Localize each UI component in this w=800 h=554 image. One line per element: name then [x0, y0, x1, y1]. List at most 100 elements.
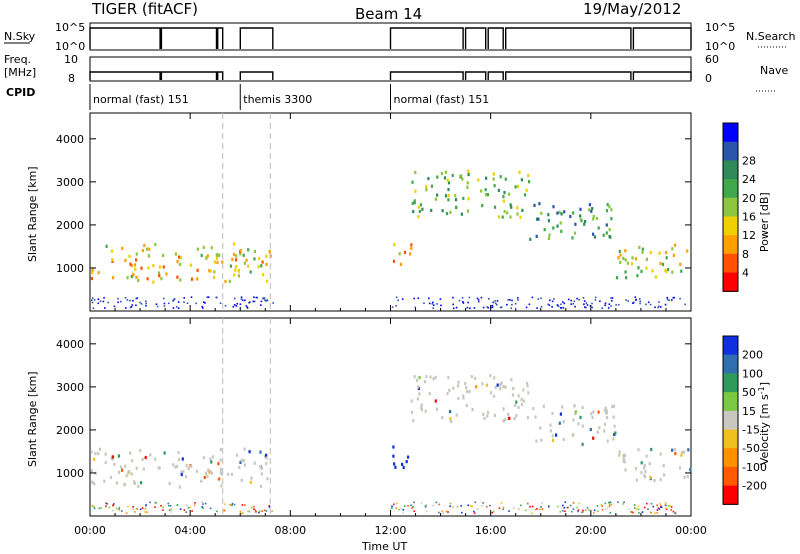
echo-cell — [172, 463, 175, 467]
ground-scatter-cell — [391, 306, 394, 308]
echo-cell — [119, 465, 122, 469]
echo-cell — [137, 279, 140, 283]
ground-scatter-cell — [527, 502, 529, 505]
ground-scatter-cell — [650, 502, 653, 505]
echo-cell — [239, 252, 242, 256]
echo-cell — [679, 262, 682, 266]
ground-scatter-cell — [232, 305, 235, 308]
echo-cell — [412, 419, 415, 423]
ground-scatter-cell — [179, 508, 182, 510]
echo-cell — [521, 208, 524, 212]
ground-scatter-cell — [539, 508, 541, 511]
ground-scatter-cell — [239, 510, 242, 513]
ground-scatter-cell — [141, 507, 144, 509]
echo-cell — [405, 460, 408, 464]
echo-cell — [185, 464, 188, 468]
ground-scatter-cell — [563, 506, 566, 509]
echo-cell — [219, 471, 222, 475]
ground-scatter-cell — [113, 503, 115, 505]
echo-cell — [216, 260, 219, 264]
echo-cell — [131, 459, 134, 463]
echo-cell — [645, 266, 648, 270]
echo-cell — [253, 257, 256, 261]
ground-scatter-cell — [401, 298, 404, 300]
ground-scatter-cell — [671, 299, 673, 301]
echo-cell — [417, 385, 420, 389]
echo-cell — [130, 264, 133, 268]
ground-scatter-cell — [233, 304, 236, 306]
echo-cell — [597, 410, 600, 414]
echo-cell — [516, 212, 519, 216]
ground-scatter-cell — [654, 306, 656, 309]
echo-cell — [418, 209, 421, 214]
echo-cell — [678, 466, 682, 470]
echo-cell — [443, 176, 447, 180]
echo-cell — [125, 474, 128, 478]
echo-cell — [581, 424, 584, 428]
echo-cell — [624, 468, 627, 472]
echo-cell — [499, 383, 502, 387]
ground-scatter-cell — [633, 504, 636, 506]
ground-scatter-cell — [494, 302, 497, 305]
ground-scatter-cell — [469, 307, 471, 310]
echo-cell — [689, 468, 692, 472]
colorbar-segment — [723, 197, 738, 217]
echo-cell — [410, 399, 413, 403]
ground-scatter-cell — [144, 511, 146, 513]
ground-scatter-cell — [637, 508, 640, 511]
colorbar-frame — [722, 335, 739, 505]
echo-cell — [665, 250, 668, 255]
echo-cell — [540, 438, 543, 442]
ground-scatter-cell — [491, 511, 494, 514]
echo-cell — [471, 408, 474, 412]
ground-scatter-cell — [449, 502, 452, 505]
echo-cell — [619, 253, 622, 257]
echo-cell — [117, 470, 121, 474]
colorbar-segment — [723, 216, 738, 236]
echo-cell — [239, 460, 242, 464]
colorbar-tick-label: 28 — [742, 154, 756, 167]
ground-scatter-cell — [452, 296, 454, 299]
ground-scatter-cell — [440, 304, 442, 307]
colorbar-tick-label: -15 — [742, 424, 760, 437]
velocity-panel: 1000 2000 3000 4000 Slant Range [km] 200 100 50… — [26, 317, 771, 517]
echo-cell — [622, 456, 625, 460]
freq-tick-top: 10 — [64, 53, 78, 66]
ground-scatter-cell — [216, 510, 218, 513]
echo-cell — [420, 408, 423, 412]
ground-scatter-cell — [564, 501, 567, 503]
echo-cell — [643, 464, 646, 468]
echo-cell — [493, 413, 496, 417]
echo-cell — [454, 194, 457, 198]
echo-cell — [174, 252, 177, 256]
ground-scatter-cell — [155, 303, 158, 305]
echo-cell — [436, 175, 439, 179]
echo-cell — [588, 208, 591, 212]
echo-cell — [236, 453, 239, 457]
echo-cell — [474, 376, 477, 380]
echo-cell — [447, 187, 450, 192]
echo-cell — [662, 464, 665, 468]
echo-cell — [243, 463, 246, 467]
echo-cell — [562, 437, 565, 441]
echo-cell — [538, 202, 541, 206]
nsky-label: N.Sky — [4, 30, 36, 43]
colorbar-segment — [723, 235, 738, 255]
ground-scatter-cell — [467, 301, 469, 304]
echo-cell — [128, 470, 131, 474]
ground-scatter-cell — [242, 512, 244, 515]
echo-cell — [623, 460, 626, 464]
ground-scatter-cell — [674, 512, 677, 514]
colorbar-label-end: ] — [758, 382, 771, 386]
echo-cell — [237, 269, 240, 273]
ground-scatter-cell — [627, 300, 629, 302]
echo-cell — [492, 394, 496, 398]
ground-scatter-cell — [438, 511, 440, 514]
ground-scatter-cell — [260, 304, 262, 306]
ground-scatter-cell — [170, 508, 173, 511]
echo-cell — [507, 412, 510, 416]
ground-scatter-cell — [593, 509, 596, 512]
echo-cell — [449, 410, 452, 414]
ground-scatter-cell — [541, 502, 543, 504]
freq-strip-frame — [89, 56, 692, 82]
